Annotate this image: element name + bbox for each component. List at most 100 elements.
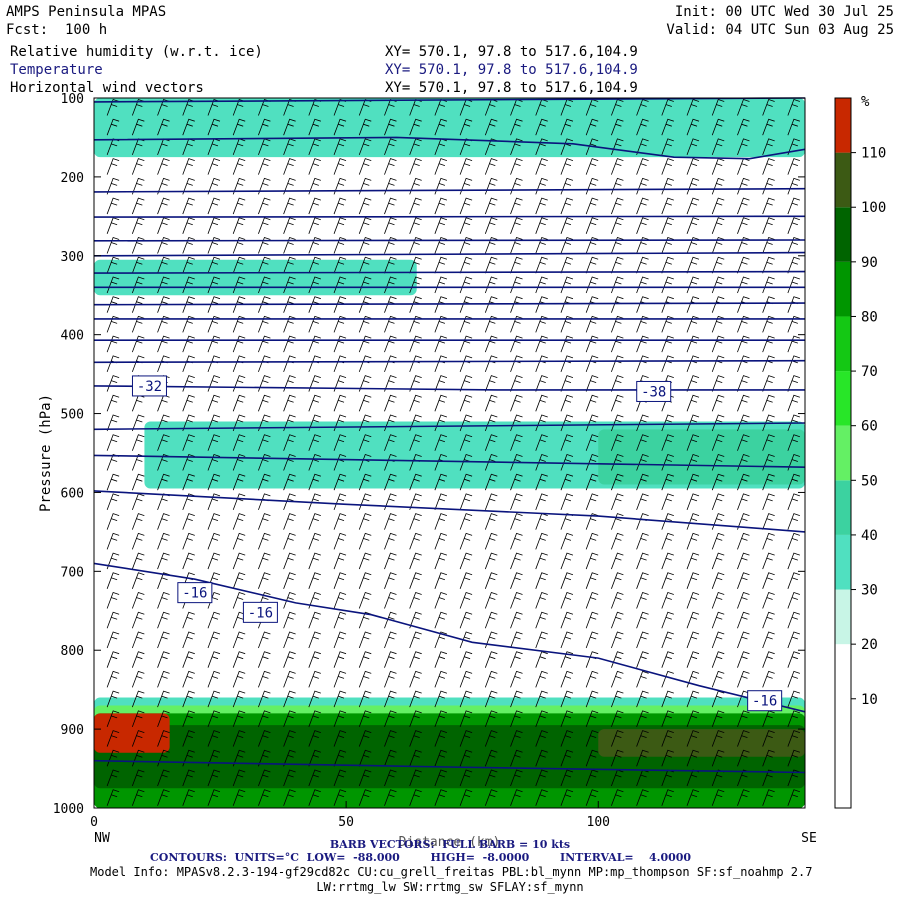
wind-barb: [207, 473, 221, 491]
wind-barb: [459, 375, 473, 392]
wind-barb: [535, 237, 548, 254]
wind-barb: [787, 434, 800, 451]
wind-barb: [459, 572, 473, 589]
field-wind-xy: XY= 570.1, 97.8 to 517.6,104.9: [385, 80, 638, 96]
wind-barb: [762, 158, 775, 175]
wind-barb: [131, 197, 145, 215]
wind-barb: [535, 434, 548, 451]
wind-barb: [358, 335, 372, 353]
wind-barb: [308, 552, 321, 570]
wind-barb: [686, 256, 700, 274]
wind-barb: [384, 532, 397, 550]
wind-barb: [459, 315, 473, 333]
wind-barb: [358, 670, 372, 688]
wind-barb: [711, 315, 725, 333]
wind-barb: [711, 749, 725, 767]
wind-barb: [434, 394, 448, 412]
wind-barb: [611, 631, 624, 649]
wind-barb: [636, 335, 649, 353]
wind-barb: [283, 532, 296, 550]
wind-barb: [207, 710, 221, 727]
model-info: Model Info: MPASv8.2.3-194-gf29cd82c CU:…: [90, 865, 813, 879]
wind-barb: [686, 394, 700, 412]
wind-barb: [157, 177, 170, 195]
wind-barb: [661, 631, 674, 649]
wind-barb: [787, 237, 800, 254]
wind-barb: [560, 118, 574, 136]
wind-barb: [384, 315, 397, 333]
wind-barb: [358, 769, 372, 787]
wind-barb: [484, 118, 498, 136]
wind-barb: [409, 375, 422, 392]
wind-barb: [232, 690, 246, 708]
wind-barb: [737, 631, 750, 649]
wind-barb: [737, 730, 750, 747]
colorbar-swatch: [835, 371, 851, 426]
wind-barb: [535, 375, 548, 392]
wind-barb: [384, 493, 397, 511]
wind-barb: [560, 453, 574, 471]
wind-barb: [686, 552, 700, 570]
wind-barb: [611, 532, 624, 550]
wind-barb: [333, 434, 347, 451]
wind-barb: [636, 237, 649, 254]
wind-barb: [585, 572, 599, 589]
wind-barb: [762, 237, 775, 254]
wind-barb: [686, 158, 700, 175]
wind-barb: [459, 670, 473, 688]
wind-barb: [409, 197, 422, 215]
wind-barb: [762, 670, 775, 688]
wind-barb: [182, 434, 195, 451]
wind-barb: [409, 217, 422, 234]
wind-barb: [535, 710, 548, 727]
wind-barb: [661, 315, 674, 333]
wind-barb: [258, 296, 271, 313]
wind-barb: [560, 611, 574, 629]
colorbar-label: 40: [861, 528, 878, 544]
wind-barb: [258, 256, 271, 274]
wind-barb: [686, 197, 700, 215]
field-rh-xy: XY= 570.1, 97.8 to 517.6,104.9: [385, 44, 638, 60]
wind-barb: [535, 730, 548, 747]
field-wind-label: Horizontal wind vectors: [10, 80, 204, 96]
wind-barb: [157, 158, 170, 175]
wind-barb: [333, 690, 347, 708]
wind-barb: [258, 414, 271, 432]
wind-barb: [283, 256, 296, 274]
temperature-contour-4: [93, 239, 806, 242]
wind-barb: [333, 237, 347, 254]
wind-barb: [384, 473, 397, 491]
wind-barb: [308, 690, 321, 708]
colorbar-swatch: [835, 207, 851, 262]
wind-barb: [409, 690, 422, 708]
wind-barb: [182, 394, 195, 412]
wind-barb: [308, 335, 321, 353]
wind-barb: [333, 513, 347, 530]
y-tick-label: 700: [61, 565, 84, 580]
wind-barb: [636, 572, 649, 589]
wind-barb: [611, 237, 624, 254]
wind-barb: [661, 493, 674, 511]
wind-barb: [510, 118, 523, 136]
wind-barb: [106, 158, 120, 175]
wind-barb: [131, 730, 145, 747]
wind-barb: [585, 710, 599, 727]
wind-barb: [611, 256, 624, 274]
wind-barb: [510, 237, 523, 254]
wind-barb: [611, 414, 624, 432]
wind-barb: [661, 572, 674, 589]
wind-barb: [358, 394, 372, 412]
wind-barb: [308, 158, 321, 175]
wind-barb: [661, 730, 674, 747]
wind-barb: [232, 670, 246, 688]
wind-barb: [510, 670, 523, 688]
wind-barb: [283, 118, 296, 136]
wind-barb: [106, 611, 120, 629]
wind-barb: [737, 138, 750, 156]
wind-barb: [434, 552, 448, 570]
wind-barb: [787, 256, 800, 274]
wind-barb: [384, 690, 397, 708]
wind-barb: [434, 237, 448, 254]
wind-barb: [308, 217, 321, 234]
colorbar-label: 90: [861, 255, 878, 271]
